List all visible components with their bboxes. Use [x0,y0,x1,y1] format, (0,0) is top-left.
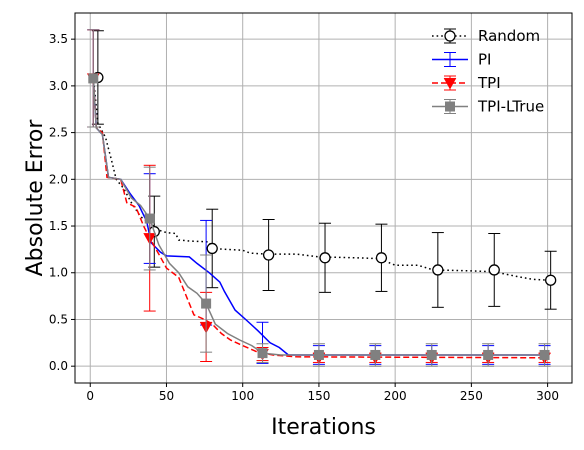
y-tick-label: 2.0 [49,172,68,186]
y-tick-label: 3.0 [49,79,68,93]
x-axis-title: Iterations [271,415,376,440]
x-tick-label: 250 [460,389,483,403]
data-point-tpi-ltrue [144,213,155,224]
data-point-tpi-ltrue [426,349,437,360]
axis-ticks: 0 50 100 150 200 250 300 0.0 0.5 1.0 1.5 2.0 2.5 3.0 3… [49,32,559,403]
legend-entry-pi: PI [432,51,491,69]
grid-lines [75,13,572,383]
data-point-tpi-ltrue [539,349,550,360]
y-tick-label: 2.5 [49,126,68,140]
x-tick-label: 200 [384,389,407,403]
y-tick-label: 0.0 [49,359,68,373]
legend-entry-tpi: TPI [432,74,501,92]
series-tpi-ltrue [87,29,551,367]
legend-label: Random [478,27,540,45]
data-point-tpi-ltrue [88,73,99,84]
data-point-tpi-ltrue [257,348,268,359]
y-tick-label: 0.5 [49,312,68,326]
legend-marker [444,30,456,42]
series-line-tpi [92,78,548,359]
data-point-tpi-ltrue [370,349,381,360]
legend-marker [443,77,457,90]
data-point-random [206,242,218,255]
legend-label: PI [478,51,491,69]
series-line-tpi-ltrue [92,78,548,356]
legend-label: TPI-LTrue [477,98,544,116]
legend-marker [445,101,455,112]
legend-entry-tpi-ltrue: TPI-LTrue [432,98,544,116]
x-tick-label: 50 [159,389,174,403]
x-tick-label: 150 [307,389,330,403]
series-layer [86,29,557,367]
data-point-random [319,252,331,264]
legend: Random PI TPI TPI-LTrue [432,27,544,116]
data-point-random [432,264,444,276]
data-point-tpi-ltrue [201,298,212,309]
legend-entry-random: Random [432,27,540,45]
data-point-random [488,264,500,276]
plot-frame [74,12,573,384]
x-tick-label: 300 [536,389,559,403]
series-line-pi [92,78,548,356]
data-point-tpi-ltrue [313,349,324,360]
x-tick-label: 0 [86,389,94,403]
legend-label: TPI [477,74,501,92]
y-tick-label: 3.5 [49,32,68,46]
y-tick-label: 1.5 [49,219,68,233]
series-random [91,30,557,310]
y-axis-title: Absolute Error [23,119,48,277]
y-tick-label: 1.0 [49,266,68,280]
data-point-random [375,252,388,264]
data-point-random [262,249,275,261]
data-point-random [545,274,557,286]
x-tick-label: 100 [231,389,254,403]
data-point-tpi-ltrue [483,349,494,360]
